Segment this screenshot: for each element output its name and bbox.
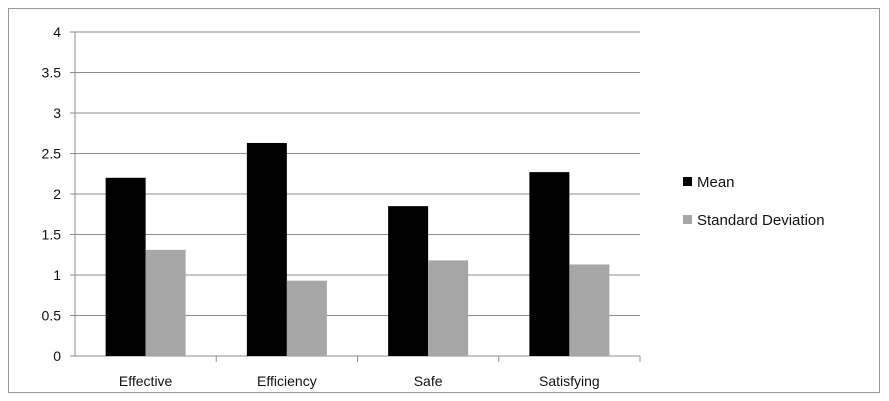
bars (105, 142, 610, 356)
y-tick-label: 2.5 (42, 146, 62, 162)
legend-label: Mean (697, 174, 735, 191)
x-category-label: Satisfying (539, 373, 600, 389)
y-tick-label: 0.5 (42, 308, 62, 324)
bar-standard-deviation-safe (428, 260, 469, 356)
bar-standard-deviation-satisfying (569, 264, 610, 356)
bar-mean-satisfying (529, 172, 570, 356)
x-category-label: Effective (119, 373, 173, 389)
y-tick-label: 4 (53, 24, 61, 40)
legend-swatch (683, 215, 692, 224)
x-category-label: Efficiency (257, 373, 317, 389)
bar-mean-safe (388, 206, 429, 356)
x-category-label: Safe (414, 373, 443, 389)
y-tick-label: 1.5 (42, 227, 62, 243)
y-tick-label: 3.5 (42, 65, 62, 81)
bar-standard-deviation-effective (145, 249, 186, 356)
legend-swatch (683, 177, 692, 186)
legend: Mean Standard Deviation (683, 174, 825, 229)
y-tick-label: 2 (53, 186, 61, 202)
bar-mean-effective (105, 177, 146, 356)
bar-mean-efficiency (246, 142, 287, 356)
axis-labels: 0 0.5 1 1.5 2 2.5 3 3.5 4 Effective Efficiency Safe… (42, 24, 600, 389)
bar-standard-deviation-efficiency (286, 280, 327, 356)
y-tick-label: 3 (53, 105, 61, 121)
legend-label: Standard Deviation (697, 212, 825, 229)
y-tick-label: 1 (53, 267, 61, 283)
y-tick-label: 0 (53, 348, 61, 364)
